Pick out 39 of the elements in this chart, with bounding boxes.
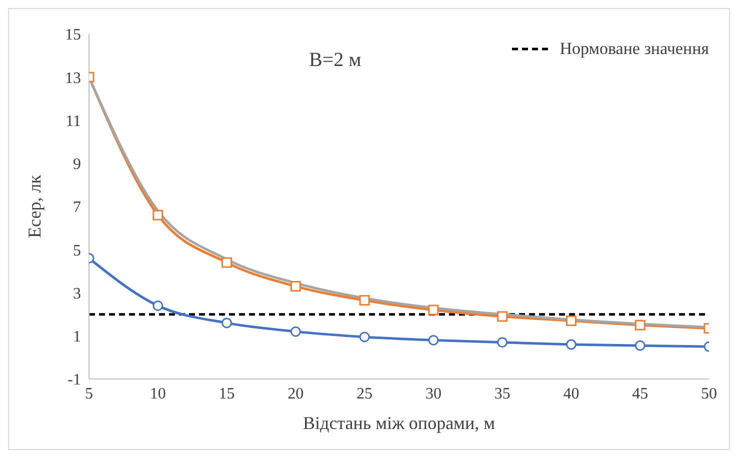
x-tick-label: 20 [288,385,304,402]
point [497,311,508,322]
y-tick-label: 13 [65,70,81,87]
x-tick-label: 15 [218,385,235,402]
point [222,318,232,328]
x-tick-label: 45 [632,385,648,402]
annotation: B=2 м [309,49,362,72]
point [290,326,301,337]
y-tick-label: 11 [66,112,81,130]
point [634,340,646,351]
point [566,316,576,326]
y-tick-label: 3 [73,285,81,302]
point [359,332,370,342]
point [497,337,508,348]
x-tick-label: 30 [425,385,442,402]
legend-label: Нормоване значення [560,39,709,59]
point [222,257,232,268]
point [634,320,646,330]
y-axis-title: Есер, лк [24,174,44,238]
point [566,339,576,350]
point [359,295,370,306]
x-axis-title: Відстань між опорами, м [303,413,495,433]
x-tick-label: 40 [563,385,580,402]
point [428,304,439,316]
x-tick-label: 5 [85,385,93,402]
point [290,281,301,292]
point [152,210,164,220]
x-tick-label: 35 [494,385,510,402]
point [428,334,439,346]
y-tick-label: 1 [73,328,81,346]
y-tick-label: 15 [65,26,81,44]
y-tick-label: -1 [68,372,81,389]
y-tick-label: 5 [73,242,81,260]
x-tick-label: 50 [701,385,717,402]
x-tick-label: 25 [356,385,373,402]
point [152,300,164,311]
y-tick-label: 9 [73,156,81,174]
y-tick-label: 7 [73,199,81,216]
x-tick-label: 10 [150,385,166,402]
